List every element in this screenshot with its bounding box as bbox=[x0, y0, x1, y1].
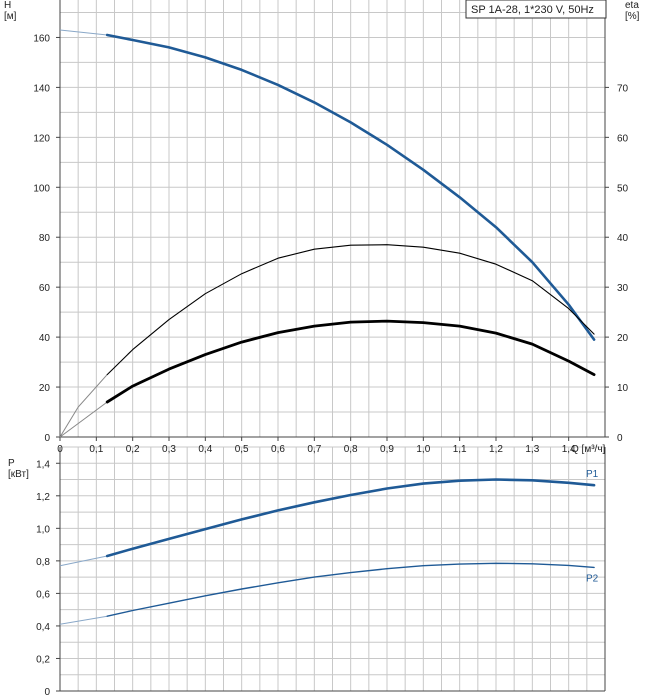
eta-y-tick-label: 50 bbox=[617, 183, 629, 194]
head-y-tick-label: 60 bbox=[39, 283, 51, 294]
x-axis-label: Q [м³/ч] bbox=[571, 444, 606, 455]
power-y-tick-label: 0,2 bbox=[36, 654, 50, 665]
eta-axis-label: eta bbox=[625, 0, 639, 11]
eta_thin-series-line bbox=[106, 244, 595, 376]
eta_thin-series-extension bbox=[59, 374, 108, 438]
eta_thick-series-extension bbox=[59, 401, 108, 438]
power-axis-label: [кВт] bbox=[8, 469, 29, 480]
p2-series-label: P2 bbox=[586, 573, 599, 584]
x-tick-label: 0,8 bbox=[344, 444, 358, 455]
legend-box: SP 1A-28, 1*230 V, 50Hz bbox=[465, 0, 607, 19]
p2-series-extension bbox=[59, 615, 108, 625]
eta-y-tick-label: 20 bbox=[617, 333, 629, 344]
head-y-tick-label: 0 bbox=[44, 433, 50, 444]
x-tick-label: 0,3 bbox=[162, 444, 176, 455]
power-y-tick-label: 1,0 bbox=[36, 524, 50, 535]
eta-y-tick-label: 10 bbox=[617, 383, 629, 394]
head-chart-grid bbox=[59, 0, 606, 437]
x-tick-label: 0,4 bbox=[198, 444, 212, 455]
x-tick-label: 1,1 bbox=[453, 444, 467, 455]
eta-y-tick-label: 60 bbox=[617, 133, 629, 144]
legend-text: SP 1A-28, 1*230 V, 50Hz bbox=[471, 4, 594, 16]
head-y-tick-label: 40 bbox=[39, 333, 51, 344]
p1-series-label: P1 bbox=[586, 469, 599, 480]
p1-series-line bbox=[105, 478, 596, 558]
head-chart-axes bbox=[56, 0, 609, 441]
head-axis-label: H bbox=[4, 0, 11, 11]
x-tick-label: 0,1 bbox=[89, 444, 103, 455]
head-y-tick-label: 100 bbox=[33, 183, 50, 194]
head-y-tick-label: 140 bbox=[33, 83, 50, 94]
eta_thick-series-line bbox=[105, 319, 596, 404]
power-axis-label: P bbox=[8, 458, 15, 469]
x-tick-label: 1,0 bbox=[416, 444, 430, 455]
x-tick-label: 0,6 bbox=[271, 444, 285, 455]
power-y-tick-label: 0,6 bbox=[36, 589, 50, 600]
x-tick-label: 0 bbox=[57, 444, 63, 455]
eta-axis-label: [%] bbox=[625, 11, 640, 22]
p1-series-extension bbox=[59, 555, 108, 567]
head-series-line bbox=[105, 33, 596, 341]
head-axis-label: [м] bbox=[4, 11, 17, 22]
head-series-extension bbox=[59, 29, 108, 36]
x-tick-label: 1,2 bbox=[489, 444, 503, 455]
x-tick-label: 1,3 bbox=[525, 444, 539, 455]
eta-y-tick-label: 70 bbox=[617, 83, 629, 94]
x-tick-label: 0,9 bbox=[380, 444, 394, 455]
head-y-tick-label: 120 bbox=[33, 133, 50, 144]
head-y-tick-label: 80 bbox=[39, 233, 51, 244]
eta-y-tick-label: 0 bbox=[617, 433, 623, 444]
x-tick-label: 0,2 bbox=[126, 444, 140, 455]
power-y-tick-label: 0 bbox=[44, 687, 50, 698]
eta-y-tick-label: 40 bbox=[617, 233, 629, 244]
power-y-tick-label: 0,4 bbox=[36, 622, 50, 633]
p2-series-line bbox=[106, 562, 595, 617]
chart-labels: 0 0,1 0,2 0,3 0,4 0,5 0,6 0,7 0,8 0,9 1,0 1,1 1,2 1,3… bbox=[4, 0, 640, 698]
head-y-tick-label: 160 bbox=[33, 33, 50, 44]
power-chart-grid bbox=[59, 446, 606, 691]
eta-y-tick-label: 30 bbox=[617, 283, 629, 294]
head-chart-series bbox=[59, 29, 596, 438]
power-y-tick-label: 0,8 bbox=[36, 557, 50, 568]
x-tick-label: 0,5 bbox=[235, 444, 249, 455]
power-chart-series bbox=[59, 478, 596, 625]
head-y-tick-label: 20 bbox=[39, 383, 51, 394]
power-y-tick-label: 1,4 bbox=[36, 459, 50, 470]
power-y-tick-label: 1,2 bbox=[36, 492, 50, 503]
x-tick-label: 1,4 bbox=[562, 444, 576, 455]
power-chart-axes bbox=[56, 447, 606, 692]
x-tick-label: 0,7 bbox=[307, 444, 321, 455]
